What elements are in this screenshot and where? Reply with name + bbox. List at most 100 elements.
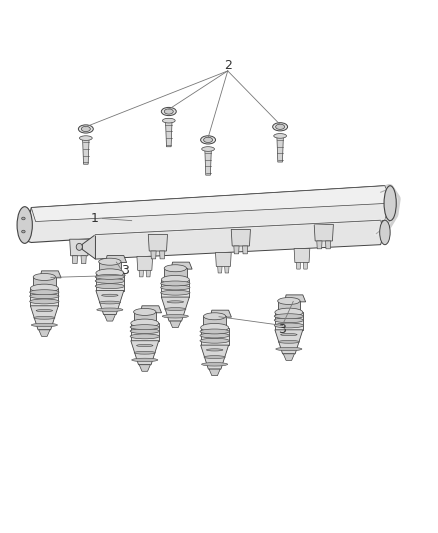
Polygon shape xyxy=(96,273,124,290)
Polygon shape xyxy=(205,147,212,175)
Ellipse shape xyxy=(380,220,390,245)
Polygon shape xyxy=(151,251,156,259)
Ellipse shape xyxy=(95,278,124,284)
Ellipse shape xyxy=(132,358,158,362)
Polygon shape xyxy=(294,248,310,263)
Ellipse shape xyxy=(162,118,175,123)
Ellipse shape xyxy=(31,324,57,327)
Polygon shape xyxy=(146,270,150,277)
Ellipse shape xyxy=(131,319,159,327)
Ellipse shape xyxy=(76,244,82,251)
Ellipse shape xyxy=(204,138,212,142)
Polygon shape xyxy=(278,301,300,312)
Polygon shape xyxy=(325,241,331,249)
Polygon shape xyxy=(277,134,283,162)
Polygon shape xyxy=(139,270,144,277)
Ellipse shape xyxy=(137,344,153,346)
Ellipse shape xyxy=(161,276,189,284)
Polygon shape xyxy=(283,354,294,360)
Ellipse shape xyxy=(21,230,25,233)
Ellipse shape xyxy=(274,318,304,322)
Ellipse shape xyxy=(161,107,176,116)
Text: 2: 2 xyxy=(224,59,232,72)
Ellipse shape xyxy=(200,329,230,334)
Ellipse shape xyxy=(162,314,188,318)
Ellipse shape xyxy=(201,324,229,332)
Polygon shape xyxy=(210,310,231,317)
Ellipse shape xyxy=(276,124,285,130)
Ellipse shape xyxy=(30,290,59,295)
Ellipse shape xyxy=(164,265,187,272)
Polygon shape xyxy=(33,277,56,288)
Polygon shape xyxy=(204,316,226,328)
Polygon shape xyxy=(96,290,124,314)
Ellipse shape xyxy=(130,329,159,334)
Polygon shape xyxy=(72,256,78,264)
Ellipse shape xyxy=(278,297,300,304)
Ellipse shape xyxy=(161,290,190,295)
Polygon shape xyxy=(161,280,189,297)
Ellipse shape xyxy=(161,285,190,290)
Ellipse shape xyxy=(278,341,300,343)
Text: 1: 1 xyxy=(91,212,99,225)
Polygon shape xyxy=(231,229,251,246)
Ellipse shape xyxy=(201,362,228,366)
Polygon shape xyxy=(148,235,167,251)
Ellipse shape xyxy=(30,299,59,304)
Ellipse shape xyxy=(201,147,215,151)
Ellipse shape xyxy=(274,323,304,328)
Polygon shape xyxy=(81,256,86,264)
Ellipse shape xyxy=(95,284,124,288)
Ellipse shape xyxy=(95,274,124,279)
Ellipse shape xyxy=(200,333,230,338)
Polygon shape xyxy=(90,220,385,259)
Ellipse shape xyxy=(275,308,303,317)
Ellipse shape xyxy=(167,301,184,303)
Polygon shape xyxy=(159,251,165,259)
Ellipse shape xyxy=(165,308,186,311)
Polygon shape xyxy=(243,246,248,254)
Ellipse shape xyxy=(97,308,123,311)
Polygon shape xyxy=(70,239,89,256)
Ellipse shape xyxy=(81,126,90,132)
Polygon shape xyxy=(201,345,229,369)
Polygon shape xyxy=(317,241,322,249)
Polygon shape xyxy=(39,330,50,336)
Ellipse shape xyxy=(34,317,55,319)
Polygon shape xyxy=(170,321,181,328)
Polygon shape xyxy=(166,119,172,147)
Ellipse shape xyxy=(99,258,121,265)
Polygon shape xyxy=(137,256,152,270)
Ellipse shape xyxy=(130,334,159,339)
Ellipse shape xyxy=(30,294,59,298)
Ellipse shape xyxy=(21,217,25,220)
Ellipse shape xyxy=(276,348,302,351)
Polygon shape xyxy=(275,312,303,330)
Polygon shape xyxy=(209,369,220,376)
Polygon shape xyxy=(104,314,116,321)
Polygon shape xyxy=(296,263,300,269)
Ellipse shape xyxy=(274,134,286,138)
Text: 3: 3 xyxy=(279,324,286,336)
Polygon shape xyxy=(82,235,95,259)
Ellipse shape xyxy=(30,284,58,293)
Polygon shape xyxy=(171,262,192,269)
Ellipse shape xyxy=(36,310,53,312)
Ellipse shape xyxy=(78,125,93,133)
Polygon shape xyxy=(40,271,61,278)
Polygon shape xyxy=(106,256,127,263)
Polygon shape xyxy=(303,263,307,269)
Polygon shape xyxy=(99,262,121,273)
Ellipse shape xyxy=(161,281,190,286)
Polygon shape xyxy=(234,246,239,254)
Polygon shape xyxy=(139,365,150,372)
Polygon shape xyxy=(131,341,159,365)
Ellipse shape xyxy=(130,325,159,329)
Ellipse shape xyxy=(274,314,304,319)
Polygon shape xyxy=(161,297,189,321)
Text: 3: 3 xyxy=(121,264,129,277)
Polygon shape xyxy=(218,266,222,273)
Ellipse shape xyxy=(102,294,118,296)
Ellipse shape xyxy=(33,273,56,280)
Polygon shape xyxy=(25,185,390,243)
